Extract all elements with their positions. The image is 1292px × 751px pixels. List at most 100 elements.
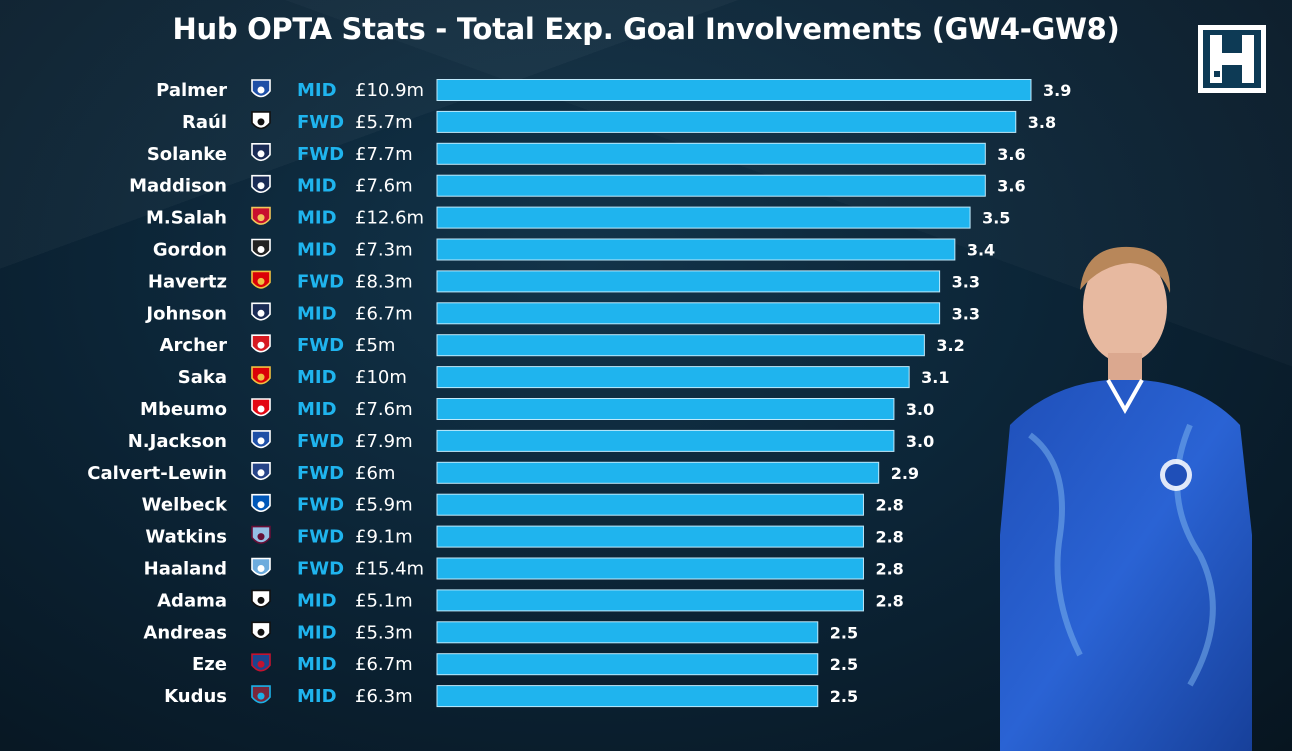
player-price: £8.3m bbox=[355, 271, 413, 292]
data-label: 3.8 bbox=[1028, 113, 1056, 132]
arsenal-crest-icon bbox=[251, 366, 271, 385]
bar bbox=[436, 557, 864, 580]
player-position: MID bbox=[297, 80, 337, 101]
player-name: Eze bbox=[192, 654, 227, 675]
player-price: £5.3m bbox=[355, 622, 413, 643]
data-label: 3.6 bbox=[997, 177, 1025, 196]
aston-villa-crest-icon bbox=[251, 525, 271, 544]
player-price: £7.6m bbox=[355, 399, 413, 420]
player-price: £10m bbox=[355, 367, 407, 388]
data-label: 2.5 bbox=[830, 687, 858, 706]
data-label: 3.0 bbox=[906, 400, 934, 419]
chart-title: Hub OPTA Stats - Total Exp. Goal Involve… bbox=[172, 12, 1120, 46]
player-name: N.Jackson bbox=[128, 431, 227, 452]
player-name: Raúl bbox=[182, 112, 227, 133]
player-name: Maddison bbox=[129, 176, 227, 197]
data-label: 2.5 bbox=[830, 623, 858, 642]
player-name: Andreas bbox=[143, 622, 227, 643]
data-label: 3.5 bbox=[982, 209, 1010, 228]
chelsea-crest-icon bbox=[251, 430, 271, 449]
player-position: MID bbox=[297, 303, 337, 324]
player-price: £7.3m bbox=[355, 240, 413, 261]
bar bbox=[436, 685, 819, 708]
crystal-palace-crest-icon bbox=[251, 653, 271, 672]
player-position: MID bbox=[297, 208, 337, 229]
player-position: MID bbox=[297, 399, 337, 420]
data-label: 3.3 bbox=[952, 304, 980, 323]
player-price: £12.6m bbox=[355, 208, 424, 229]
player-name: Palmer bbox=[156, 80, 227, 101]
player-position: MID bbox=[297, 240, 337, 261]
bar bbox=[436, 525, 864, 548]
player-price: £5.9m bbox=[355, 495, 413, 516]
bar bbox=[436, 334, 925, 357]
fulham-crest-icon bbox=[251, 621, 271, 640]
player-position: MID bbox=[297, 367, 337, 388]
player-name: Havertz bbox=[148, 271, 227, 292]
player-price: £5.7m bbox=[355, 112, 413, 133]
bar bbox=[436, 493, 864, 516]
bar bbox=[436, 238, 956, 261]
data-label: 3.6 bbox=[997, 145, 1025, 164]
bar bbox=[436, 174, 986, 197]
player-price: £10.9m bbox=[355, 80, 424, 101]
player-price: £6.3m bbox=[355, 686, 413, 707]
data-label: 3.2 bbox=[936, 336, 964, 355]
bar bbox=[436, 461, 880, 484]
bar bbox=[436, 653, 819, 676]
data-label: 2.5 bbox=[830, 655, 858, 674]
player-position: FWD bbox=[297, 527, 344, 548]
bar bbox=[436, 589, 864, 612]
player-name: Mbeumo bbox=[140, 399, 227, 420]
bar bbox=[436, 270, 941, 293]
player-name: Adama bbox=[157, 590, 227, 611]
bar bbox=[436, 398, 895, 420]
player-price: £6.7m bbox=[355, 654, 413, 675]
bar bbox=[436, 302, 941, 325]
player-position: MID bbox=[297, 654, 337, 675]
data-label: 2.8 bbox=[875, 496, 903, 515]
arsenal-crest-icon bbox=[251, 270, 271, 289]
player-price: £7.9m bbox=[355, 431, 413, 452]
bar bbox=[436, 429, 895, 452]
player-name: Gordon bbox=[153, 240, 227, 261]
bar bbox=[436, 621, 819, 644]
player-position: FWD bbox=[297, 559, 344, 580]
player-position: MID bbox=[297, 176, 337, 197]
bar bbox=[436, 366, 910, 389]
bar bbox=[436, 110, 1017, 133]
player-name: Solanke bbox=[147, 144, 227, 165]
player-name: Saka bbox=[178, 367, 227, 388]
player-name: M.Salah bbox=[146, 208, 227, 229]
player-position: MID bbox=[297, 590, 337, 611]
player-position: FWD bbox=[297, 112, 344, 133]
tottenham-crest-icon bbox=[251, 143, 271, 162]
player-position: FWD bbox=[297, 431, 344, 452]
fulham-crest-icon bbox=[251, 589, 271, 608]
tottenham-crest-icon bbox=[251, 174, 271, 193]
data-label: 2.8 bbox=[875, 591, 903, 610]
player-position: MID bbox=[297, 622, 337, 643]
data-label: 2.8 bbox=[875, 560, 903, 579]
data-label: 3.9 bbox=[1043, 81, 1071, 100]
tottenham-crest-icon bbox=[251, 302, 271, 321]
player-name: Archer bbox=[160, 335, 228, 356]
player-price: £7.6m bbox=[355, 176, 413, 197]
newcastle-crest-icon bbox=[251, 238, 271, 257]
player-position: FWD bbox=[297, 144, 344, 165]
everton-crest-icon bbox=[251, 462, 271, 481]
brentford-crest-icon bbox=[251, 398, 271, 417]
data-label: 3.4 bbox=[967, 241, 995, 260]
west-ham-crest-icon bbox=[251, 685, 271, 704]
southampton-crest-icon bbox=[251, 334, 271, 353]
player-name: Johnson bbox=[144, 303, 227, 324]
player-price: £5.1m bbox=[355, 590, 413, 611]
player-price: £7.7m bbox=[355, 144, 413, 165]
player-name: Haaland bbox=[144, 559, 227, 580]
fantasy-football-hub-logo-icon bbox=[1198, 25, 1266, 93]
data-label: 2.9 bbox=[891, 464, 919, 483]
brighton-crest-icon bbox=[251, 493, 271, 512]
player-name: Kudus bbox=[164, 686, 227, 707]
player-position: FWD bbox=[297, 495, 344, 516]
